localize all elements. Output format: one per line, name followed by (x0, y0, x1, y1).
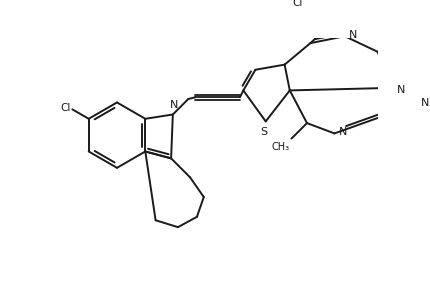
Text: CH₃: CH₃ (271, 142, 289, 152)
Text: N: N (338, 127, 347, 137)
Text: Cl: Cl (292, 0, 302, 8)
Text: N: N (396, 85, 404, 95)
Text: S: S (260, 127, 267, 137)
Text: N: N (348, 30, 356, 40)
Text: N: N (170, 100, 178, 110)
Text: N: N (421, 98, 429, 108)
Text: Cl: Cl (60, 103, 71, 114)
